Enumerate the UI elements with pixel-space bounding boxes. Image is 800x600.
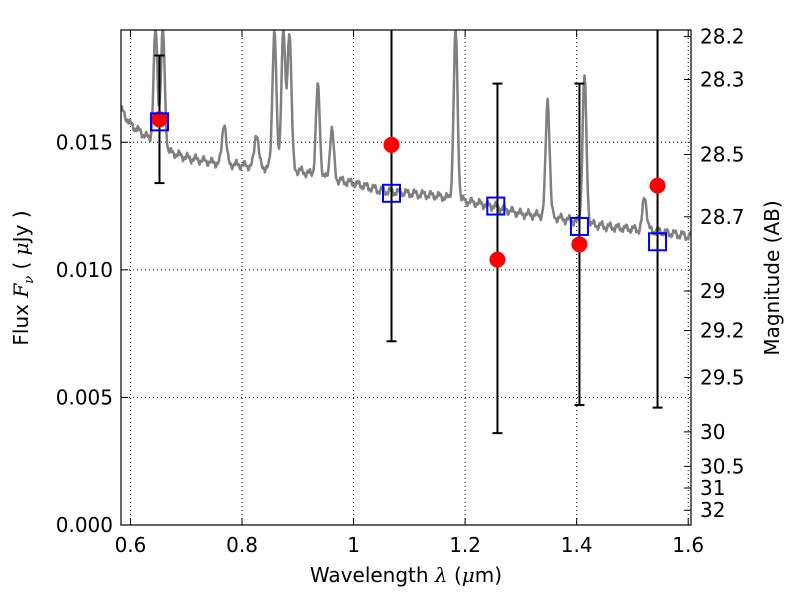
observed-flux-point bbox=[489, 251, 506, 268]
observed-points-layer bbox=[151, 111, 666, 268]
x-tick-label: 0.8 bbox=[226, 533, 258, 557]
magnitude-tick-label: 32 bbox=[700, 498, 725, 522]
model-spectrum-line bbox=[121, 30, 691, 242]
y-axis-label-left: Flux Fν ( μJy ) bbox=[9, 210, 37, 345]
x-tick-label: 1.4 bbox=[561, 533, 593, 557]
observed-flux-point bbox=[649, 177, 666, 194]
observed-flux-point bbox=[571, 236, 588, 253]
observed-flux-point bbox=[383, 136, 400, 153]
magnitude-tick-label: 29.5 bbox=[700, 366, 745, 390]
magnitude-tick-label: 28.3 bbox=[700, 68, 745, 92]
x-tick-label: 0.6 bbox=[115, 533, 147, 557]
x-axis: 0.6 0.8 1 1.2 1.4 1.6 bbox=[115, 30, 704, 557]
synthetic-flux-point bbox=[648, 232, 668, 252]
magnitude-tick-label: 28.7 bbox=[700, 205, 745, 229]
x-tick-label: 1.6 bbox=[672, 533, 704, 557]
magnitude-tick-label: 31 bbox=[700, 476, 725, 500]
y-axis-label-right: Magnitude (AB) bbox=[760, 200, 784, 355]
magnitude-tick-label: 30 bbox=[700, 420, 725, 444]
synthetic-flux-point bbox=[381, 183, 401, 203]
y-tick-label: 0.010 bbox=[56, 258, 113, 282]
x-axis-label: Wavelength λ (μm) bbox=[310, 563, 502, 587]
magnitude-tick-label: 29.2 bbox=[700, 319, 745, 343]
plot-frame bbox=[120, 29, 692, 526]
magnitude-tick-label: 29 bbox=[700, 279, 725, 303]
synthetic-points-layer bbox=[149, 112, 668, 252]
plot-area bbox=[121, 30, 691, 435]
magnitude-tick-label: 28.5 bbox=[700, 143, 745, 167]
x-tick-label: 1.2 bbox=[449, 533, 481, 557]
synthetic-flux-point bbox=[486, 196, 506, 216]
grid-layer bbox=[121, 30, 691, 525]
y-tick-label: 0.015 bbox=[56, 130, 113, 154]
synthetic-flux-point bbox=[149, 112, 169, 132]
synthetic-flux-point bbox=[569, 216, 589, 236]
magnitude-tick-label: 28.2 bbox=[700, 25, 745, 49]
x-tick-label: 1 bbox=[347, 533, 360, 557]
spectrum-layer bbox=[121, 30, 691, 242]
magnitude-tick-label: 30.5 bbox=[700, 454, 745, 478]
y-axis-left: 0.000 0.005 0.010 0.015 bbox=[56, 130, 128, 537]
y-tick-label: 0.000 bbox=[56, 513, 113, 537]
y-tick-label: 0.005 bbox=[56, 385, 113, 409]
